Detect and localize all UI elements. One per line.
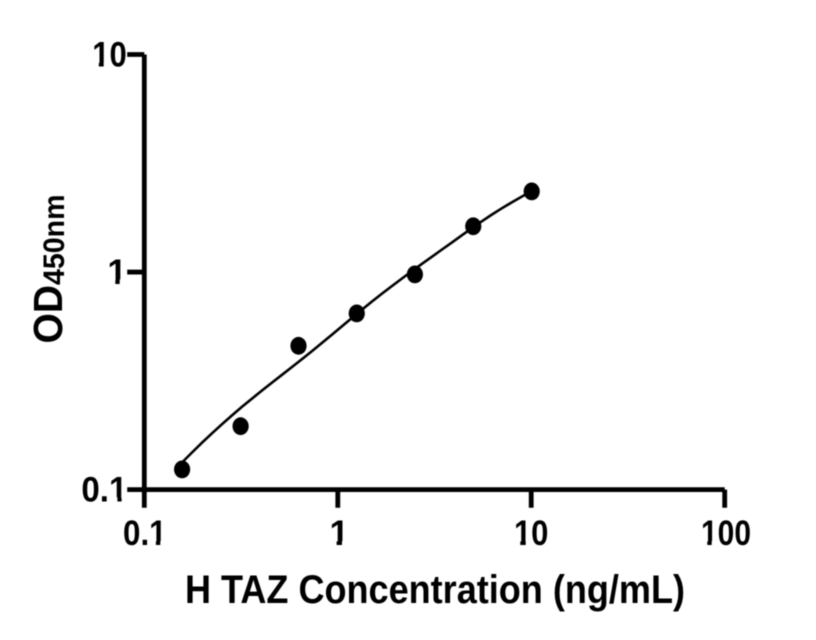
svg-text:10: 10 (514, 514, 549, 553)
svg-text:10: 10 (92, 36, 127, 75)
svg-text:0.1: 0.1 (123, 514, 167, 553)
svg-text:0.1: 0.1 (81, 471, 127, 510)
svg-text:100: 100 (701, 514, 751, 553)
svg-text:1: 1 (329, 514, 348, 553)
svg-text:H TAZ Concentration (ng/mL): H TAZ Concentration (ng/mL) (185, 568, 685, 612)
svg-text:1: 1 (107, 253, 126, 292)
